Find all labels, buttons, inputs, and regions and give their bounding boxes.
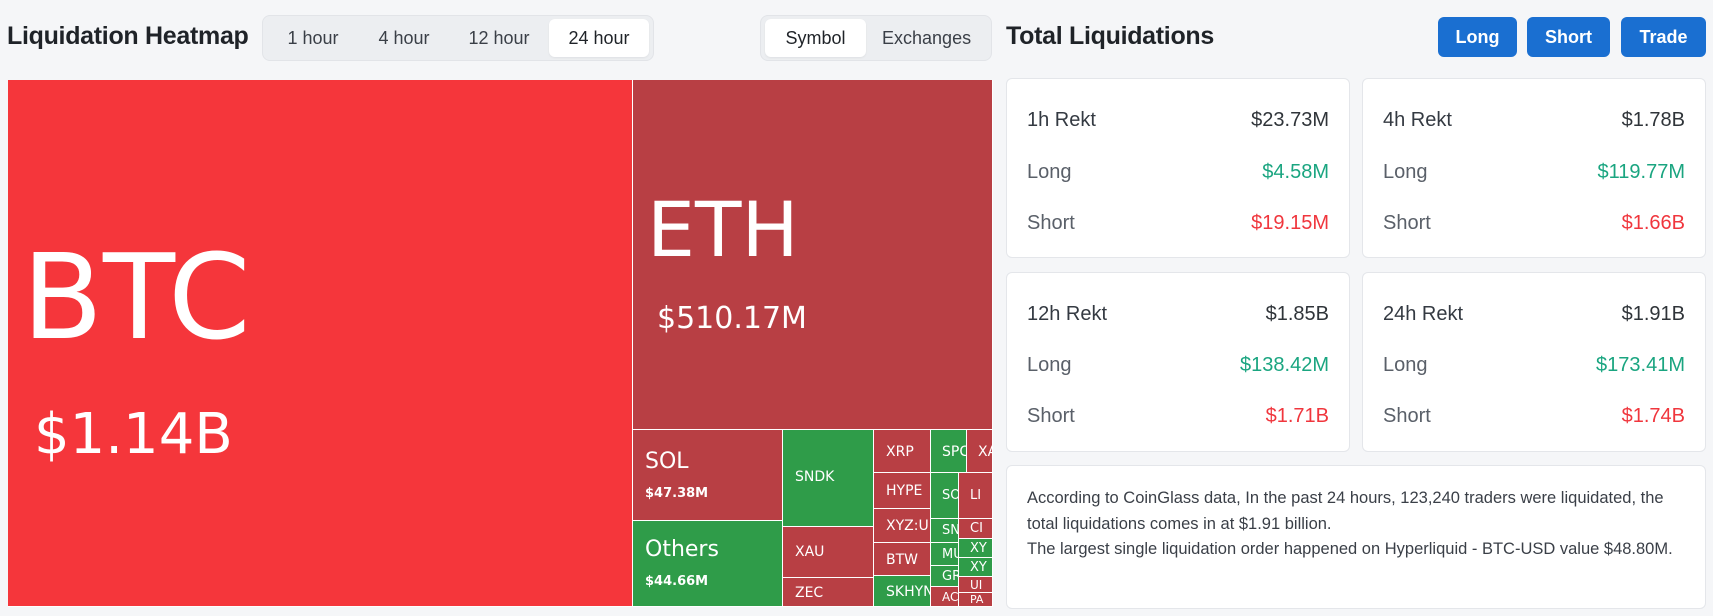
cell-symbol: SOL (645, 449, 689, 474)
heatmap-cell-ui[interactable]: UI (959, 577, 993, 593)
heatmap-cell-xau[interactable]: XAU (783, 527, 874, 578)
heatmap-cell-xy-1[interactable]: XY (959, 539, 993, 558)
cell-symbol: XAU (795, 544, 825, 560)
short-value: $1.74B (1621, 405, 1685, 427)
short-button[interactable]: Short (1527, 17, 1610, 57)
heatmap-cell-btw[interactable]: BTW (874, 543, 931, 576)
liquidation-summary: According to CoinGlass data, In the past… (1006, 465, 1706, 609)
heatmap-cell-zec[interactable]: ZEC (783, 578, 874, 607)
card-total: $1.78B (1621, 109, 1685, 131)
time-option-12h[interactable]: 12 hour (468, 27, 530, 48)
cell-symbol: XRP (886, 444, 914, 460)
time-range-selector: 1 hour 4 hour 12 hour 24 hour (262, 15, 654, 61)
cell-value: $1.14B (34, 402, 233, 467)
heatmap-cell-xy-2[interactable]: XY (959, 558, 993, 577)
liquidation-heatmap: BTC $1.14B ETH $510.17M SOL $47.38M Othe… (8, 80, 993, 607)
cell-symbol: BTC (22, 228, 251, 366)
heatmap-cell-ci[interactable]: CI (959, 519, 993, 539)
heatmap-cell-pa[interactable]: PA (959, 593, 993, 607)
view-selector: Symbol Exchanges (760, 15, 992, 61)
heatmap-cell-eth[interactable]: ETH $510.17M (633, 80, 993, 430)
heatmap-cell-others[interactable]: Others $44.66M (633, 521, 783, 607)
cell-symbol: ETH (647, 185, 799, 274)
short-label: Short (1027, 405, 1075, 427)
cell-symbol: LI (970, 488, 982, 503)
short-label: Short (1027, 212, 1075, 234)
cell-value: $510.17M (657, 301, 807, 336)
cell-symbol: XY (970, 541, 987, 556)
cell-symbol: XA (978, 444, 992, 460)
cell-symbol: SNDK (795, 469, 835, 485)
long-label: Long (1383, 161, 1428, 183)
cell-symbol: SN (942, 523, 959, 538)
card-total: $1.91B (1621, 303, 1685, 325)
long-value: $4.58M (1262, 161, 1329, 183)
cell-symbol: HYPE (886, 483, 923, 499)
heatmap-cell-xa[interactable]: XA (967, 430, 993, 473)
long-value: $138.42M (1240, 354, 1329, 376)
cell-symbol: Others (645, 537, 719, 562)
cell-symbol: PA (970, 593, 984, 606)
heatmap-cell-sol[interactable]: SOL $47.38M (633, 430, 783, 521)
rekt-card-4h: 4h Rekt $1.78B Long $119.77M Short $1.66B (1362, 78, 1706, 258)
total-liquidations-title: Total Liquidations (1006, 22, 1215, 50)
card-label: 24h Rekt (1383, 303, 1464, 325)
cell-symbol: AC (942, 590, 959, 604)
card-label: 12h Rekt (1027, 303, 1108, 325)
short-label: Short (1383, 212, 1431, 234)
time-option-1h[interactable]: 1 hour (287, 27, 339, 48)
cell-symbol: CI (970, 521, 983, 536)
cell-symbol: XYZ:U (886, 518, 929, 534)
heatmap-cell-spc[interactable]: SPC (931, 430, 967, 473)
cell-symbol: XY (970, 560, 987, 575)
heatmap-cell-li[interactable]: LI (959, 473, 993, 519)
cell-symbol: SO (942, 488, 959, 503)
time-option-24h[interactable]: 24 hour (549, 19, 649, 57)
cell-value: $44.66M (645, 574, 709, 589)
cell-value: $47.38M (645, 486, 709, 501)
view-option-exchanges[interactable]: Exchanges (882, 27, 972, 48)
long-label: Long (1383, 354, 1428, 376)
card-total: $1.85B (1265, 303, 1329, 325)
heatmap-cell-xrp[interactable]: XRP (874, 430, 931, 473)
cell-symbol: ZEC (795, 585, 824, 601)
heatmap-title: Liquidation Heatmap (7, 22, 249, 50)
short-value: $1.66B (1621, 212, 1685, 234)
trade-button[interactable]: Trade (1621, 17, 1706, 57)
long-value: $173.41M (1596, 354, 1685, 376)
cell-symbol: MU (942, 547, 958, 562)
view-option-symbol[interactable]: Symbol (765, 19, 867, 57)
short-label: Short (1383, 405, 1431, 427)
heatmap-cell-mu[interactable]: MU (931, 543, 959, 566)
cell-symbol: UI (970, 578, 983, 592)
time-option-4h[interactable]: 4 hour (378, 27, 430, 48)
summary-line: According to CoinGlass data, In the past… (1027, 489, 1664, 533)
short-value: $1.71B (1265, 405, 1329, 427)
rekt-card-1h: 1h Rekt $23.73M Long $4.58M Short $19.15M (1006, 78, 1350, 258)
rekt-card-24h: 24h Rekt $1.91B Long $173.41M Short $1.74B (1362, 272, 1706, 452)
long-value: $119.77M (1597, 161, 1685, 183)
cell-symbol: SKHYN (886, 584, 931, 600)
card-total: $23.73M (1251, 109, 1329, 131)
heatmap-cell-gr[interactable]: GR (931, 566, 959, 587)
heatmap-cell-sndk[interactable]: SNDK (783, 430, 874, 527)
summary-line: The largest single liquidation order hap… (1027, 540, 1673, 558)
short-value: $19.15M (1251, 212, 1329, 234)
cell-symbol: SPC (942, 444, 967, 460)
card-label: 1h Rekt (1027, 109, 1096, 131)
long-button[interactable]: Long (1438, 17, 1517, 57)
long-label: Long (1027, 161, 1072, 183)
rekt-card-12h: 12h Rekt $1.85B Long $138.42M Short $1.71B (1006, 272, 1350, 452)
heatmap-cell-so[interactable]: SO (931, 473, 959, 519)
heatmap-cell-ac[interactable]: AC (931, 587, 959, 607)
heatmap-cell-skhyn[interactable]: SKHYN (874, 576, 931, 607)
heatmap-cell-btc[interactable]: BTC $1.14B (8, 80, 633, 607)
card-label: 4h Rekt (1383, 109, 1452, 131)
cell-symbol: BTW (886, 552, 918, 568)
heatmap-cell-hype[interactable]: HYPE (874, 473, 931, 509)
heatmap-cell-sn[interactable]: SN (931, 519, 959, 543)
heatmap-cell-xyz[interactable]: XYZ:U (874, 509, 931, 543)
cell-symbol: GR (942, 569, 958, 584)
long-label: Long (1027, 354, 1072, 376)
